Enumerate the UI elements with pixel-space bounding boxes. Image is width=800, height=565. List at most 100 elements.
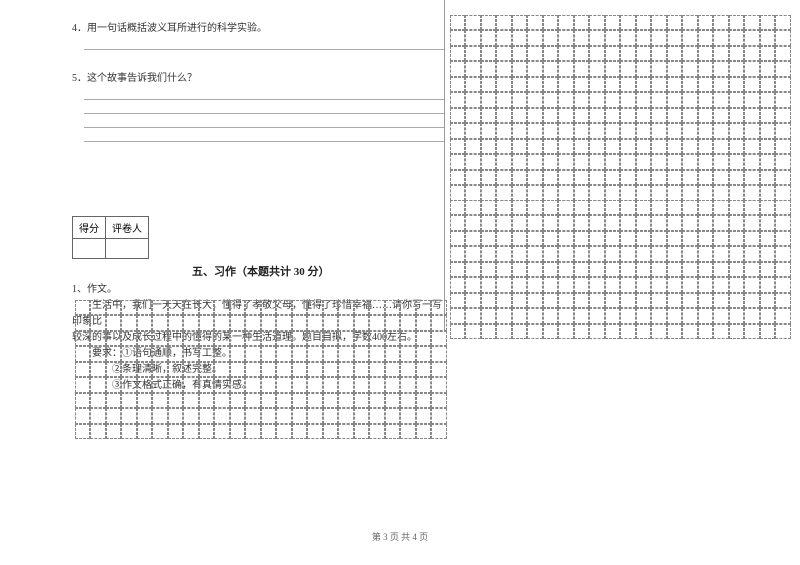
answer-line[interactable]: [84, 128, 444, 142]
grid-cell[interactable]: [481, 92, 497, 108]
grid-cell[interactable]: [620, 231, 636, 247]
grid-cell[interactable]: [636, 215, 652, 231]
grid-cell[interactable]: [512, 231, 528, 247]
grid-cell[interactable]: [605, 92, 621, 108]
grid-cell[interactable]: [620, 154, 636, 170]
grid-cell[interactable]: [589, 46, 605, 62]
grid-cell[interactable]: [636, 123, 652, 139]
grid-cell[interactable]: [729, 77, 745, 93]
grid-cell[interactable]: [400, 300, 416, 316]
grid-cell[interactable]: [651, 200, 667, 216]
grid-cell[interactable]: [667, 30, 683, 46]
grid-cell[interactable]: [620, 61, 636, 77]
grid-cell[interactable]: [214, 424, 230, 440]
grid-cell[interactable]: [698, 170, 714, 186]
grid-cell[interactable]: [729, 108, 745, 124]
grid-cell[interactable]: [137, 346, 153, 362]
grid-cell[interactable]: [667, 61, 683, 77]
grid-cell[interactable]: [589, 139, 605, 155]
grid-cell[interactable]: [496, 139, 512, 155]
grid-cell[interactable]: [775, 262, 791, 278]
grid-cell[interactable]: [369, 346, 385, 362]
grid-cell[interactable]: [775, 231, 791, 247]
grid-cell[interactable]: [465, 108, 481, 124]
grid-cell[interactable]: [230, 315, 246, 331]
grid-cell[interactable]: [760, 200, 776, 216]
grid-cell[interactable]: [512, 108, 528, 124]
grid-cell[interactable]: [354, 331, 370, 347]
grid-cell[interactable]: [667, 15, 683, 31]
grid-cell[interactable]: [682, 200, 698, 216]
grid-cell[interactable]: [620, 30, 636, 46]
grid-cell[interactable]: [323, 300, 339, 316]
grid-cell[interactable]: [323, 362, 339, 378]
grid-cell[interactable]: [496, 154, 512, 170]
grid-cell[interactable]: [667, 246, 683, 262]
grid-cell[interactable]: [230, 424, 246, 440]
grid-cell[interactable]: [651, 61, 667, 77]
grid-cell[interactable]: [775, 46, 791, 62]
grid-cell[interactable]: [512, 139, 528, 155]
grid-cell[interactable]: [369, 377, 385, 393]
grid-cell[interactable]: [338, 408, 354, 424]
grid-cell[interactable]: [744, 77, 760, 93]
grid-cell[interactable]: [527, 46, 543, 62]
grid-cell[interactable]: [713, 170, 729, 186]
grid-cell[interactable]: [496, 277, 512, 293]
grid-cell[interactable]: [543, 123, 559, 139]
grid-cell[interactable]: [214, 300, 230, 316]
grid-cell[interactable]: [775, 77, 791, 93]
grid-cell[interactable]: [682, 262, 698, 278]
grid-cell[interactable]: [385, 393, 401, 409]
grid-cell[interactable]: [651, 293, 667, 309]
grid-cell[interactable]: [481, 61, 497, 77]
grid-cell[interactable]: [512, 170, 528, 186]
grid-cell[interactable]: [698, 308, 714, 324]
grid-cell[interactable]: [481, 293, 497, 309]
grid-cell[interactable]: [667, 231, 683, 247]
grid-cell[interactable]: [713, 77, 729, 93]
grid-cell[interactable]: [121, 300, 137, 316]
grid-cell[interactable]: [589, 246, 605, 262]
grid-cell[interactable]: [574, 262, 590, 278]
grid-cell[interactable]: [465, 46, 481, 62]
grid-cell[interactable]: [465, 185, 481, 201]
grid-cell[interactable]: [292, 331, 308, 347]
grid-cell[interactable]: [450, 308, 466, 324]
grid-cell[interactable]: [512, 262, 528, 278]
grid-cell[interactable]: [450, 154, 466, 170]
grid-cell[interactable]: [465, 277, 481, 293]
grid-cell[interactable]: [481, 277, 497, 293]
grid-cell[interactable]: [481, 170, 497, 186]
grid-cell[interactable]: [589, 277, 605, 293]
grid-cell[interactable]: [106, 346, 122, 362]
grid-cell[interactable]: [574, 231, 590, 247]
grid-cell[interactable]: [775, 277, 791, 293]
grid-cell[interactable]: [450, 77, 466, 93]
grid-cell[interactable]: [152, 362, 168, 378]
grid-cell[interactable]: [183, 300, 199, 316]
grid-cell[interactable]: [90, 362, 106, 378]
grid-cell[interactable]: [698, 46, 714, 62]
grid-cell[interactable]: [667, 139, 683, 155]
grid-cell[interactable]: [450, 139, 466, 155]
grid-cell[interactable]: [620, 277, 636, 293]
grid-cell[interactable]: [698, 200, 714, 216]
grid-cell[interactable]: [527, 77, 543, 93]
grid-cell[interactable]: [682, 246, 698, 262]
grid-cell[interactable]: [574, 108, 590, 124]
grid-cell[interactable]: [450, 108, 466, 124]
grid-cell[interactable]: [450, 277, 466, 293]
grid-cell[interactable]: [354, 424, 370, 440]
grid-cell[interactable]: [481, 308, 497, 324]
grid-cell[interactable]: [605, 108, 621, 124]
grid-cell[interactable]: [481, 77, 497, 93]
grid-cell[interactable]: [605, 15, 621, 31]
grid-cell[interactable]: [729, 200, 745, 216]
grid-cell[interactable]: [481, 108, 497, 124]
grid-cell[interactable]: [698, 277, 714, 293]
grid-cell[interactable]: [75, 408, 91, 424]
grid-cell[interactable]: [667, 108, 683, 124]
grid-cell[interactable]: [636, 200, 652, 216]
grid-cell[interactable]: [338, 424, 354, 440]
